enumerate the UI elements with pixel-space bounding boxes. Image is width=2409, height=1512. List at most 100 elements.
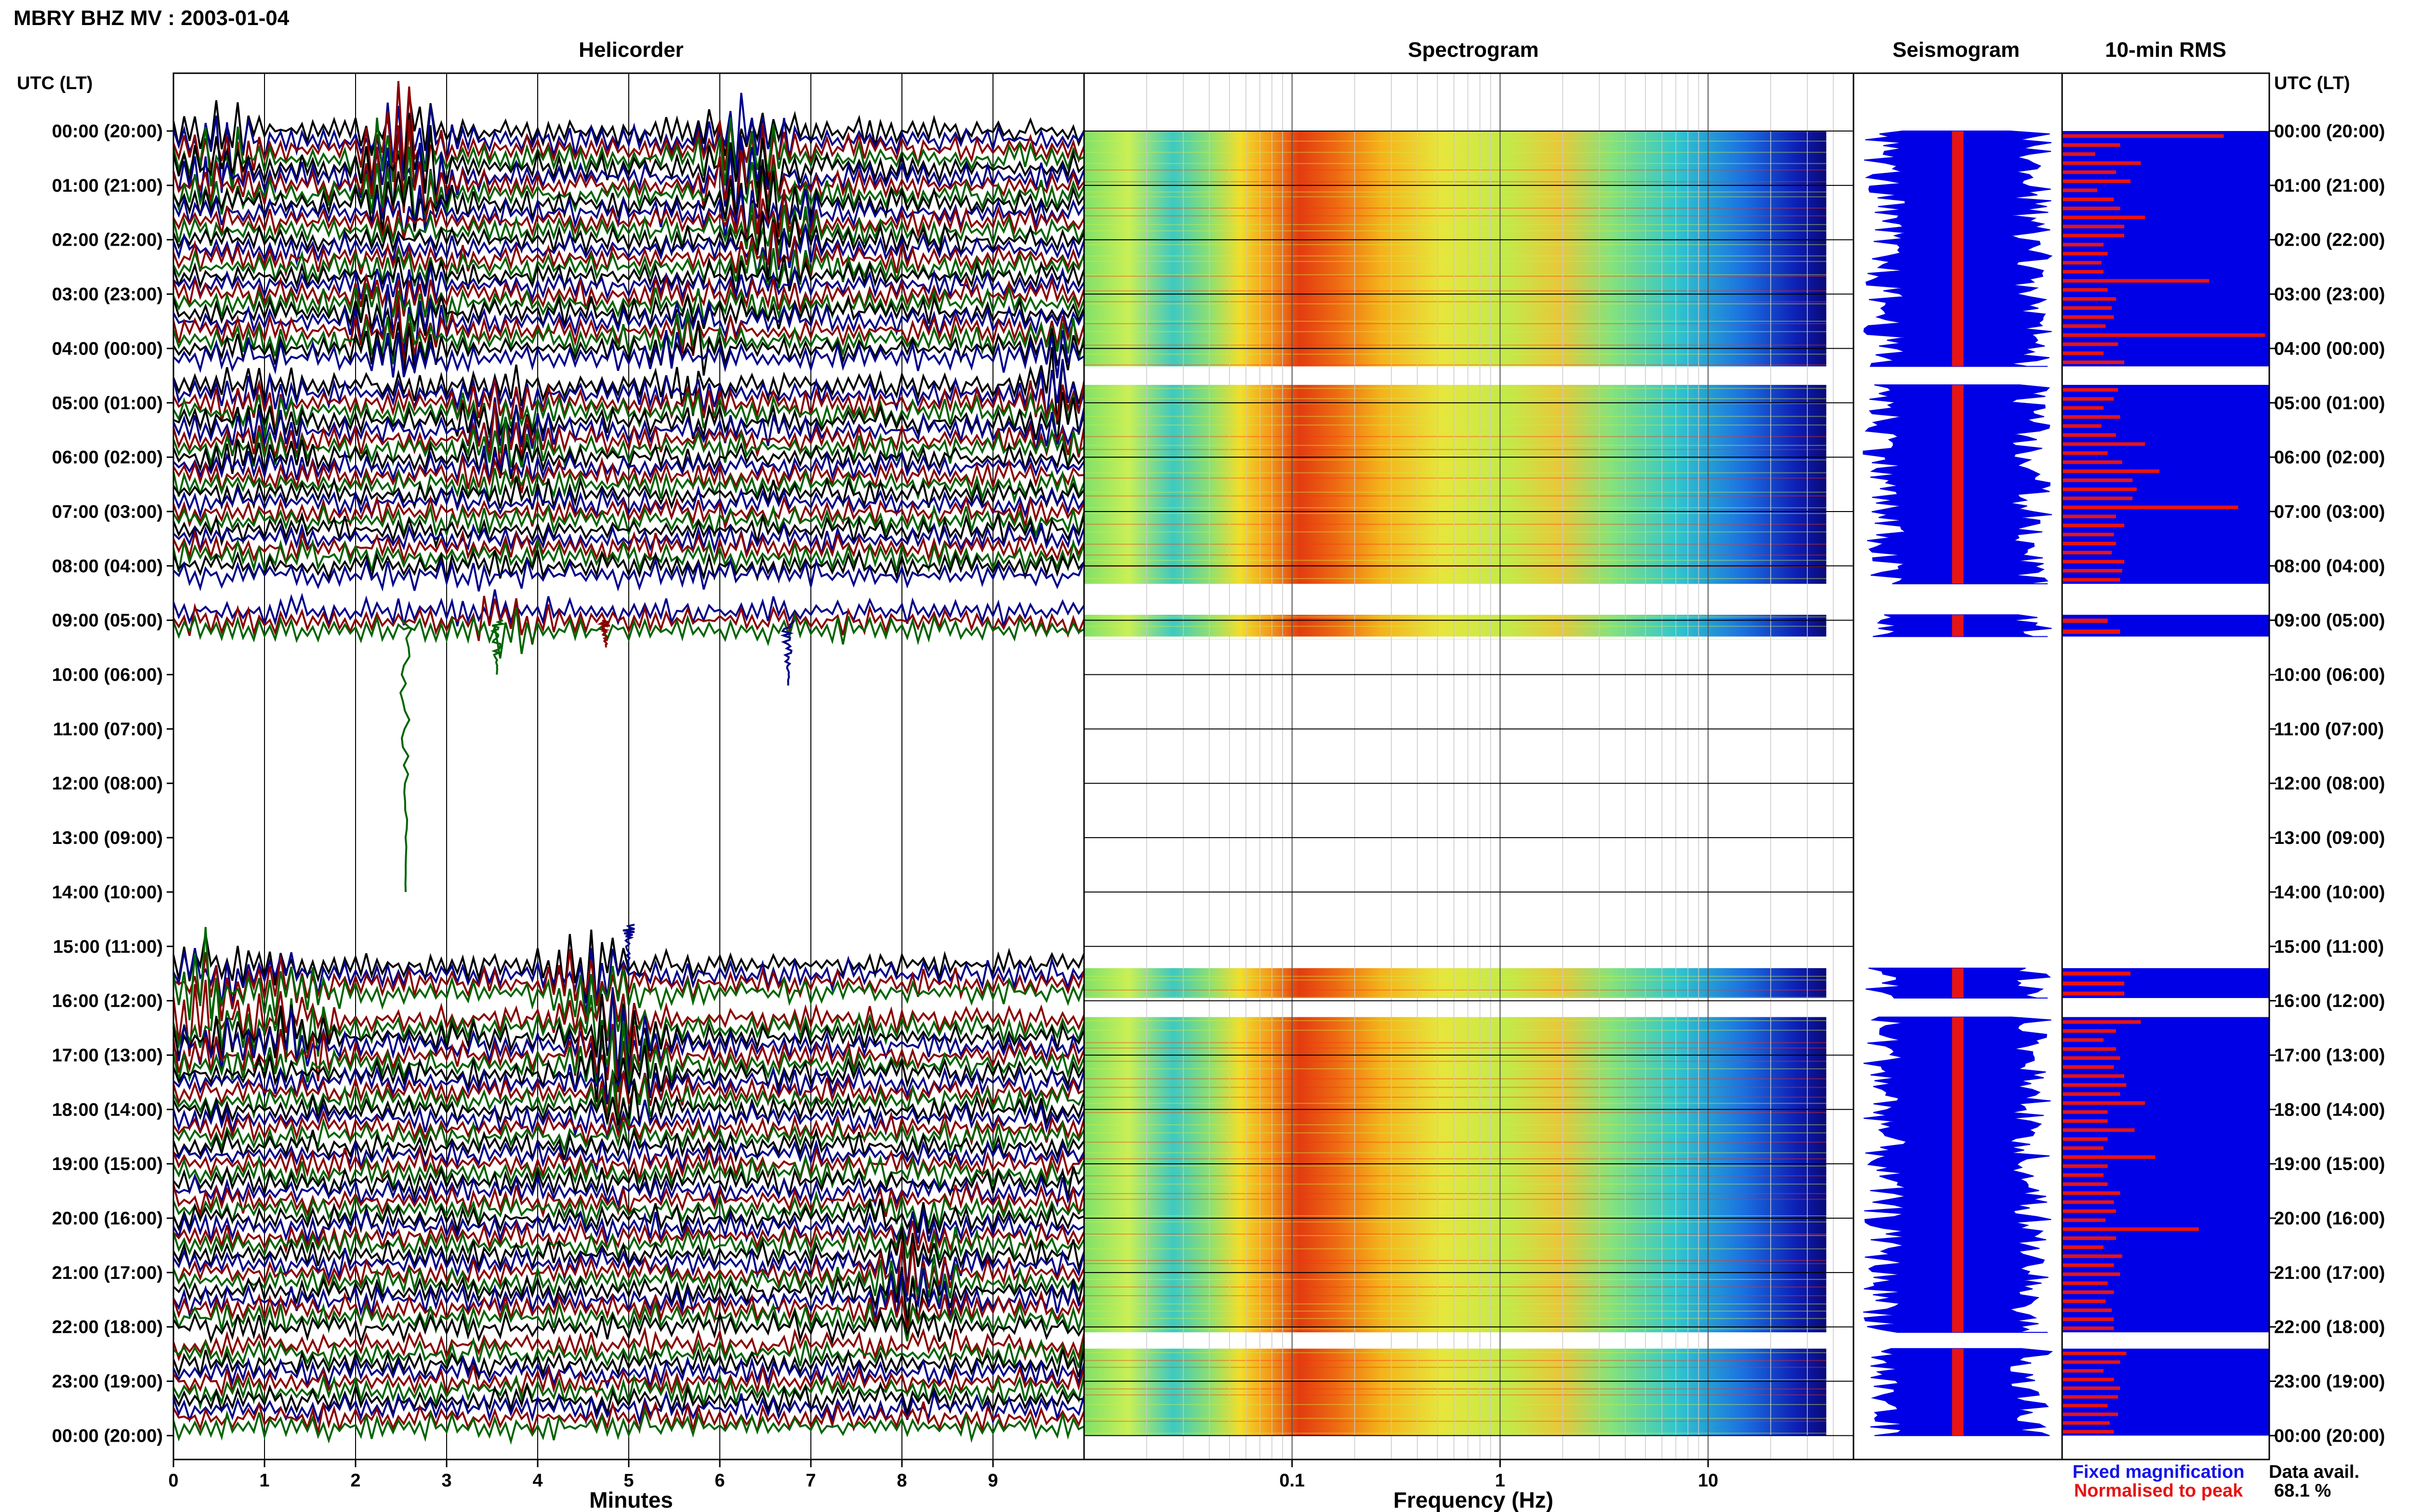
time-tick-label: 05:00 (01:00) xyxy=(2274,393,2385,413)
rms-bar xyxy=(2062,1182,2108,1186)
time-tick-label: 01:00 (21:00) xyxy=(52,176,163,196)
rms-bar xyxy=(2062,406,2104,410)
minutes-tick-label: 1 xyxy=(259,1471,269,1491)
time-tick-label: 00:00 (20:00) xyxy=(2274,121,2385,142)
time-tick-label: 18:00 (14:00) xyxy=(2274,1100,2385,1120)
rms-bar xyxy=(2062,270,2104,274)
rms-bar xyxy=(2062,415,2120,419)
rms-bar xyxy=(2062,1421,2110,1425)
minutes-tick-label: 6 xyxy=(715,1471,725,1491)
rms-bar xyxy=(2062,1101,2145,1105)
time-tick-label: 21:00 (17:00) xyxy=(2274,1263,2385,1283)
rms-bar xyxy=(2062,1191,2120,1195)
seismogram-normalised-trace xyxy=(1952,131,1964,367)
helicorder-trace xyxy=(172,347,1085,425)
rms-bar xyxy=(2062,388,2118,392)
helicorder-trace xyxy=(172,1109,1085,1147)
time-tick-label: 00:00 (20:00) xyxy=(2274,1426,2385,1446)
data-availability-label: Data avail. xyxy=(2269,1462,2359,1482)
rms-bar xyxy=(2062,1218,2106,1222)
rms-bar xyxy=(2062,360,2124,364)
helicorder-plot xyxy=(172,72,1085,1460)
rms-bar xyxy=(2062,1430,2114,1433)
seismogram-normalised-trace xyxy=(1952,1017,1964,1332)
helicorder-trace xyxy=(172,549,1085,584)
time-tick-label: 10:00 (06:00) xyxy=(52,665,163,685)
helicorder-trace xyxy=(172,1138,1085,1174)
helicorder-trace xyxy=(172,359,1085,421)
minutes-tick-label: 8 xyxy=(897,1471,907,1491)
helicorder-trace xyxy=(172,1223,1085,1266)
rms-bar xyxy=(2062,351,2104,355)
minutes-tick-label: 2 xyxy=(350,1471,360,1491)
helicorder-trace xyxy=(172,93,1085,174)
time-tick-label: 02:00 (22:00) xyxy=(52,230,163,250)
time-tick-label: 12:00 (08:00) xyxy=(52,774,163,794)
time-tick-label: 15:00 (11:00) xyxy=(2274,937,2384,957)
rms-bar xyxy=(2062,1236,2116,1240)
spectrogram-block xyxy=(1084,968,1827,998)
rms-bar xyxy=(2062,1412,2118,1416)
rms-bar xyxy=(2062,1020,2141,1024)
rms-bar xyxy=(2062,188,2098,192)
rms-bar xyxy=(2062,629,2120,634)
time-tick-label: 15:00 (11:00) xyxy=(53,937,163,957)
helicorder-trace xyxy=(172,1254,1085,1318)
helicorder-trace xyxy=(172,557,1085,592)
helicorder-trace xyxy=(172,295,1085,366)
rms-bar xyxy=(2062,243,2104,247)
seismogram-normalised-trace xyxy=(1952,615,1964,637)
rms-bar xyxy=(2062,161,2141,165)
helicorder-event-trace xyxy=(399,619,413,892)
frequency-tick-label: 0.1 xyxy=(1279,1471,1305,1491)
rms-plot xyxy=(2061,72,2270,1460)
helicorder-trace xyxy=(172,927,1085,1024)
rms-bar xyxy=(2062,134,2224,138)
rms-bar xyxy=(2062,487,2137,491)
minutes-tick-label: 5 xyxy=(623,1471,634,1491)
rms-bar xyxy=(2062,1110,2108,1114)
helicorder-trace xyxy=(172,311,1085,365)
spectrogram-xlabel: Frequency (Hz) xyxy=(1393,1487,1553,1512)
rms-bar xyxy=(2062,1146,2104,1150)
helicorder-trace xyxy=(172,417,1085,469)
time-tick-label: 23:00 (19:00) xyxy=(52,1372,163,1392)
rms-bar xyxy=(2062,215,2145,220)
rms-bar xyxy=(2062,397,2114,401)
helicorder-trace xyxy=(172,468,1085,504)
rms-bar xyxy=(2062,306,2112,310)
data-availability-value: 68.1 % xyxy=(2274,1481,2331,1501)
time-tick-label: 16:00 (12:00) xyxy=(52,991,163,1012)
helicorder-trace xyxy=(172,978,1085,1063)
rms-bar xyxy=(2062,1386,2120,1390)
helicorder-x-ticks: 0 1 2 3 4 5 6 7 8 9 xyxy=(168,1459,998,1491)
seismogram-normalised-trace xyxy=(1952,968,1964,998)
rms-bar xyxy=(2062,1083,2127,1087)
rms-bar xyxy=(2062,1290,2114,1294)
helicorder-trace xyxy=(172,1327,1085,1362)
time-tick-label: 13:00 (09:00) xyxy=(2274,828,2385,848)
helicorder-trace xyxy=(172,283,1085,332)
time-tick-label: 03:00 (23:00) xyxy=(52,285,163,305)
time-tick-label: 16:00 (12:00) xyxy=(2274,991,2385,1012)
time-tick-label: 07:00 (03:00) xyxy=(2274,502,2385,522)
spectrogram-block xyxy=(1084,1017,1827,1332)
rms-bar xyxy=(2062,1272,2120,1276)
rms-bar xyxy=(2062,972,2131,976)
helicorder-trace xyxy=(172,1173,1085,1209)
time-tick-label: 17:00 (13:00) xyxy=(52,1045,163,1065)
rms-bar xyxy=(2062,460,2122,464)
time-axis-label-right: UTC (LT) xyxy=(2274,73,2350,93)
helicorder-trace xyxy=(172,391,1085,445)
time-tick-label: 14:00 (10:00) xyxy=(52,882,163,903)
helicorder-trace xyxy=(172,1226,1085,1289)
rms-bar xyxy=(2062,1038,2104,1042)
helicorder-trace xyxy=(172,1190,1085,1232)
time-tick-label: 22:00 (18:00) xyxy=(2274,1317,2385,1338)
rms-bar xyxy=(2062,1056,2120,1060)
helicorder-xlabel: Minutes xyxy=(589,1487,673,1512)
helicorder-trace xyxy=(172,1300,1085,1341)
helicorder-trace xyxy=(172,589,1085,631)
rms-bar xyxy=(2062,991,2124,996)
helicorder-event-trace xyxy=(490,619,506,675)
